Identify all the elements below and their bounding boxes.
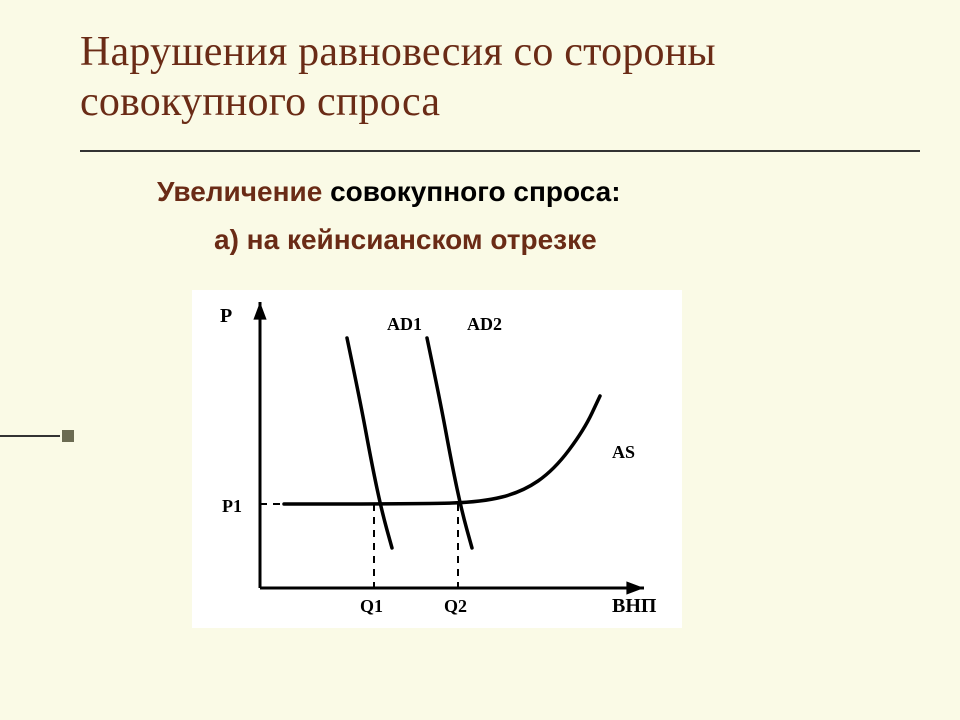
svg-text:ВНП: ВНП bbox=[612, 595, 657, 617]
svg-text:AD1: AD1 bbox=[387, 314, 422, 334]
title-underline bbox=[80, 150, 920, 152]
svg-text:AD2: AD2 bbox=[467, 314, 502, 334]
subtitle-lead: Увеличение bbox=[157, 176, 322, 207]
subtitle-line2: а) на кейнсианском отрезке bbox=[214, 224, 597, 256]
side-rule bbox=[0, 435, 60, 437]
subtitle-line1: Увеличение совокупного спроса: bbox=[157, 176, 621, 208]
svg-text:P1: P1 bbox=[222, 496, 242, 516]
chart-svg: P AD1 AD2 AS P1 Q1 Q2 ВНП bbox=[192, 290, 682, 628]
page-title: Нарушения равновесия со стороны совокупн… bbox=[80, 28, 900, 127]
subtitle-rest: совокупного спроса: bbox=[322, 176, 620, 207]
svg-text:P: P bbox=[220, 305, 232, 327]
svg-text:AS: AS bbox=[612, 442, 635, 462]
bullet-square bbox=[62, 430, 74, 442]
ad-as-diagram: P AD1 AD2 AS P1 Q1 Q2 ВНП bbox=[192, 290, 682, 628]
svg-text:Q2: Q2 bbox=[444, 596, 467, 616]
svg-text:Q1: Q1 bbox=[360, 596, 383, 616]
